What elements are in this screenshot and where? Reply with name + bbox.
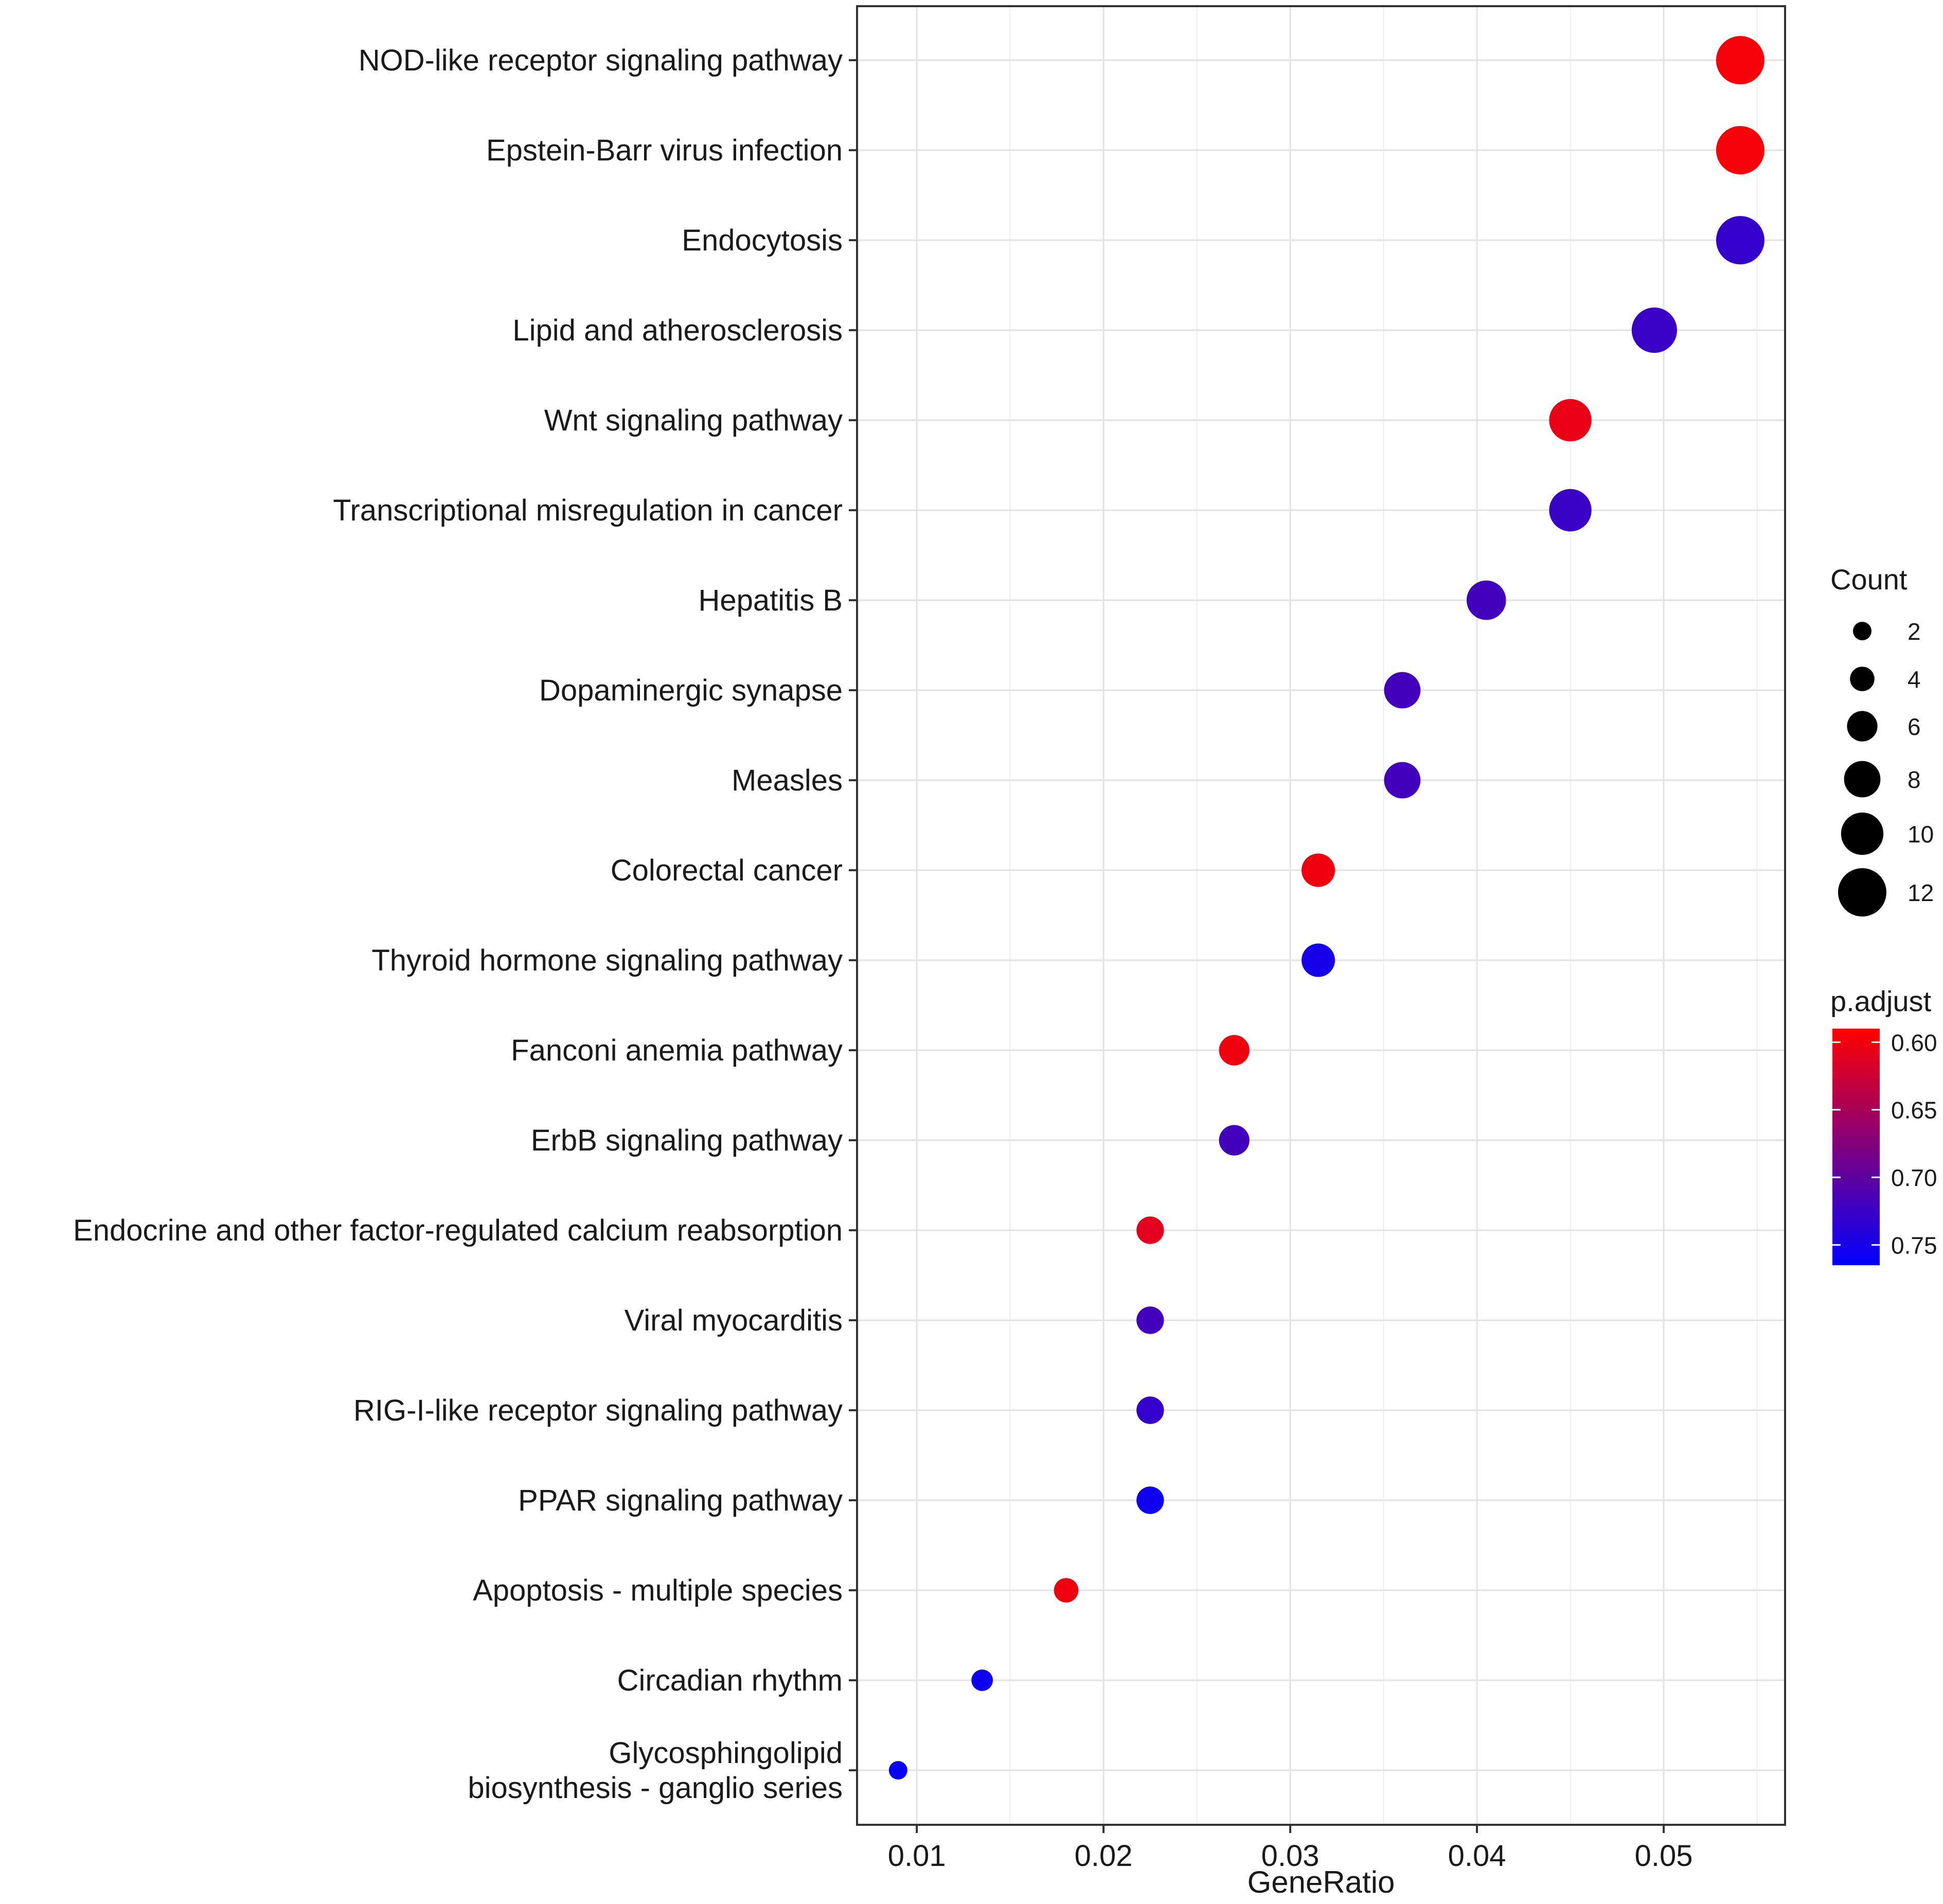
x-tick-label: 0.03: [1261, 1839, 1320, 1873]
colorbar-label: 0.60: [1891, 1029, 1937, 1056]
y-tick-label: Endocrine and other factor-regulated cal…: [73, 1214, 843, 1247]
y-tick-label: Dopaminergic synapse: [539, 674, 843, 707]
y-tick-label: NOD-like receptor signaling pathway: [359, 44, 843, 77]
data-point: [1716, 36, 1764, 84]
count-legend-key: [1850, 667, 1875, 691]
y-tick-label: Colorectal cancer: [611, 854, 843, 887]
count-legend-title: Count: [1830, 563, 1908, 596]
y-tick-label: Circadian rhythm: [617, 1664, 843, 1697]
y-tick-label: Apoptosis - multiple species: [473, 1574, 843, 1607]
count-legend-key: [1853, 622, 1871, 640]
data-point: [888, 1761, 907, 1780]
y-tick-label: ErbB signaling pathway: [531, 1124, 843, 1157]
colorbar-label: 0.70: [1891, 1164, 1937, 1191]
y-axis: NOD-like receptor signaling pathway Epste…: [73, 44, 857, 1805]
y-tick-label: Wnt signaling pathway: [544, 404, 843, 437]
y-tick-label: Glycosphingolipid: [609, 1736, 843, 1770]
data-point: [1054, 1578, 1079, 1603]
colorbar-label: 0.65: [1891, 1097, 1937, 1124]
y-tick-label: Fanconi anemia pathway: [511, 1034, 843, 1067]
y-tick-label: Transcriptional misregulation in cancer: [333, 494, 843, 527]
y-tick-label: Endocytosis: [682, 224, 843, 257]
y-tick-label: Hepatitis B: [699, 584, 843, 617]
data-point: [1136, 1216, 1164, 1244]
p-adjust-colorbar: [1832, 1029, 1880, 1265]
count-legend-label: 2: [1908, 618, 1921, 645]
count-legend-label: 4: [1908, 666, 1921, 693]
count-legend-key: [1841, 812, 1884, 855]
data-point: [1384, 672, 1421, 709]
x-axis-title: GeneRatio: [1247, 1865, 1395, 1899]
data-point: [971, 1669, 993, 1691]
data-point: [1136, 1306, 1164, 1334]
x-axis: 0.01 0.02 0.03 0.04 0.05: [888, 1825, 1693, 1873]
y-tick-label: Thyroid hormone signaling pathway: [371, 944, 843, 977]
y-tick-label: PPAR signaling pathway: [518, 1484, 843, 1517]
count-legend: Count 2 4 6 8 10 12: [1830, 563, 1934, 917]
x-tick-label: 0.01: [888, 1839, 946, 1873]
data-point: [1549, 399, 1592, 442]
data-points: [888, 36, 1764, 1780]
y-tick-label: Measles: [732, 764, 843, 797]
x-tick-label: 0.04: [1448, 1839, 1506, 1873]
data-point: [1136, 1486, 1164, 1514]
data-point: [1219, 1035, 1250, 1066]
data-point: [1716, 126, 1764, 174]
data-point: [1136, 1396, 1164, 1424]
y-tick-label: Lipid and atherosclerosis: [512, 314, 843, 347]
y-tick-label: Viral myocarditis: [625, 1304, 843, 1337]
count-legend-label: 12: [1908, 879, 1934, 906]
panel-background: [857, 6, 1785, 1825]
y-tick-label: biosynthesis - ganglio series: [468, 1771, 843, 1805]
panel-border: [856, 5, 1786, 1826]
data-point: [1302, 853, 1335, 887]
count-legend-key: [1838, 868, 1886, 917]
data-point: [1716, 216, 1764, 264]
data-point: [1631, 307, 1678, 353]
data-point: [1219, 1125, 1250, 1156]
data-point: [1549, 489, 1592, 532]
p-adjust-legend-title: p.adjust: [1830, 985, 1932, 1017]
count-legend-key: [1847, 711, 1878, 742]
count-legend-label: 10: [1908, 821, 1934, 848]
data-point: [1384, 762, 1421, 799]
colorbar-label: 0.75: [1891, 1232, 1937, 1259]
x-tick-label: 0.02: [1075, 1839, 1133, 1873]
y-tick-label: RIG-I-like receptor signaling pathway: [353, 1394, 843, 1427]
y-tick-label: Epstein-Barr virus infection: [486, 134, 843, 167]
count-legend-key: [1844, 761, 1881, 798]
data-point: [1466, 580, 1506, 620]
plot-panel: [856, 5, 1786, 1826]
data-point: [1302, 943, 1335, 977]
count-legend-label: 8: [1908, 766, 1921, 793]
gridlines: [857, 6, 1785, 1825]
x-tick-label: 0.05: [1635, 1839, 1693, 1873]
count-legend-label: 6: [1908, 713, 1921, 740]
p-adjust-legend: p.adjust 0.60 0.65 0.70 0.75: [1830, 985, 1937, 1265]
